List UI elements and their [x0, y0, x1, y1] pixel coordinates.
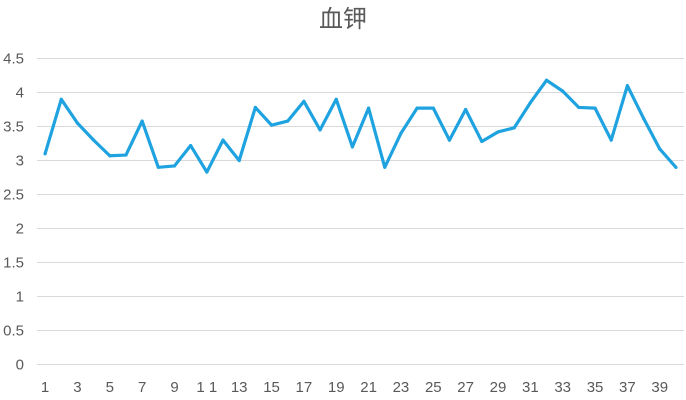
x-tick-label: 37 [619, 379, 636, 396]
data-point [189, 143, 193, 148]
x-tick-label: 27 [457, 379, 474, 396]
data-point [124, 153, 128, 157]
data-point [609, 138, 613, 142]
y-tick-label: 2.5 [3, 187, 24, 204]
series-line [43, 78, 678, 174]
data-point [366, 106, 371, 110]
data-point [108, 154, 112, 158]
data-point [528, 101, 532, 105]
x-tick-label: 23 [393, 379, 410, 396]
x-tick-label: 5 [106, 379, 114, 396]
y-tick-label: 4.5 [3, 51, 24, 68]
data-point [286, 119, 290, 123]
x-tick-label: 21 [360, 379, 377, 396]
data-point [480, 139, 484, 144]
data-point [447, 138, 452, 142]
x-tick-label: 3 [73, 379, 81, 396]
data-point [140, 119, 144, 123]
x-tick-label: 13 [231, 379, 248, 396]
data-point [92, 138, 96, 142]
y-axis-tick-labels: 0 0.5 1 1.5 2 2.5 3 3.5 4 4.5 [3, 51, 24, 374]
data-point [415, 106, 419, 110]
data-point [593, 106, 597, 110]
y-tick-label: 1 [16, 289, 24, 306]
x-tick-label: 7 [138, 379, 146, 396]
data-point [334, 97, 338, 101]
x-tick-label: 29 [490, 379, 507, 396]
data-point [350, 145, 355, 149]
data-point [399, 131, 403, 135]
y-tick-label: 4 [16, 85, 24, 102]
data-point [156, 165, 160, 169]
x-tick-label: 1 [41, 379, 49, 396]
x-tick-label: 1 1 [196, 379, 217, 396]
x-tick-label: 9 [170, 379, 178, 396]
data-point [237, 158, 241, 163]
x-tick-label: 17 [296, 379, 313, 396]
series-group [43, 78, 678, 174]
data-point [318, 128, 322, 132]
data-point [302, 99, 306, 103]
data-point [253, 105, 257, 110]
data-point [59, 97, 63, 101]
x-tick-label: 35 [587, 379, 604, 396]
data-point [512, 126, 516, 130]
y-tick-label: 2 [16, 221, 24, 238]
data-point [205, 170, 209, 174]
gridlines [37, 58, 684, 365]
chart-title: 血钾 [319, 5, 367, 33]
x-tick-label: 31 [522, 379, 539, 396]
data-point [544, 78, 549, 82]
data-point [674, 165, 678, 169]
x-tick-label: 33 [554, 379, 571, 396]
data-point [221, 138, 225, 142]
data-point [43, 152, 47, 156]
data-point [641, 116, 646, 120]
data-point [75, 121, 80, 125]
data-point [658, 147, 662, 151]
data-point [496, 130, 500, 134]
y-tick-label: 0.5 [3, 323, 24, 340]
data-point [464, 107, 468, 112]
y-tick-label: 3.5 [3, 119, 24, 136]
y-tick-label: 3 [16, 153, 24, 170]
data-point [269, 123, 274, 127]
data-point [172, 164, 177, 168]
x-tick-label: 19 [328, 379, 345, 396]
y-tick-label: 0 [16, 357, 24, 374]
data-point [625, 84, 629, 88]
x-tick-label: 39 [651, 379, 668, 396]
data-point [383, 165, 387, 169]
data-point [577, 105, 581, 110]
data-point [561, 89, 565, 93]
x-tick-label: 15 [263, 379, 280, 396]
y-tick-label: 1.5 [3, 255, 24, 272]
x-tick-label: 25 [425, 379, 442, 396]
data-point [431, 106, 435, 110]
